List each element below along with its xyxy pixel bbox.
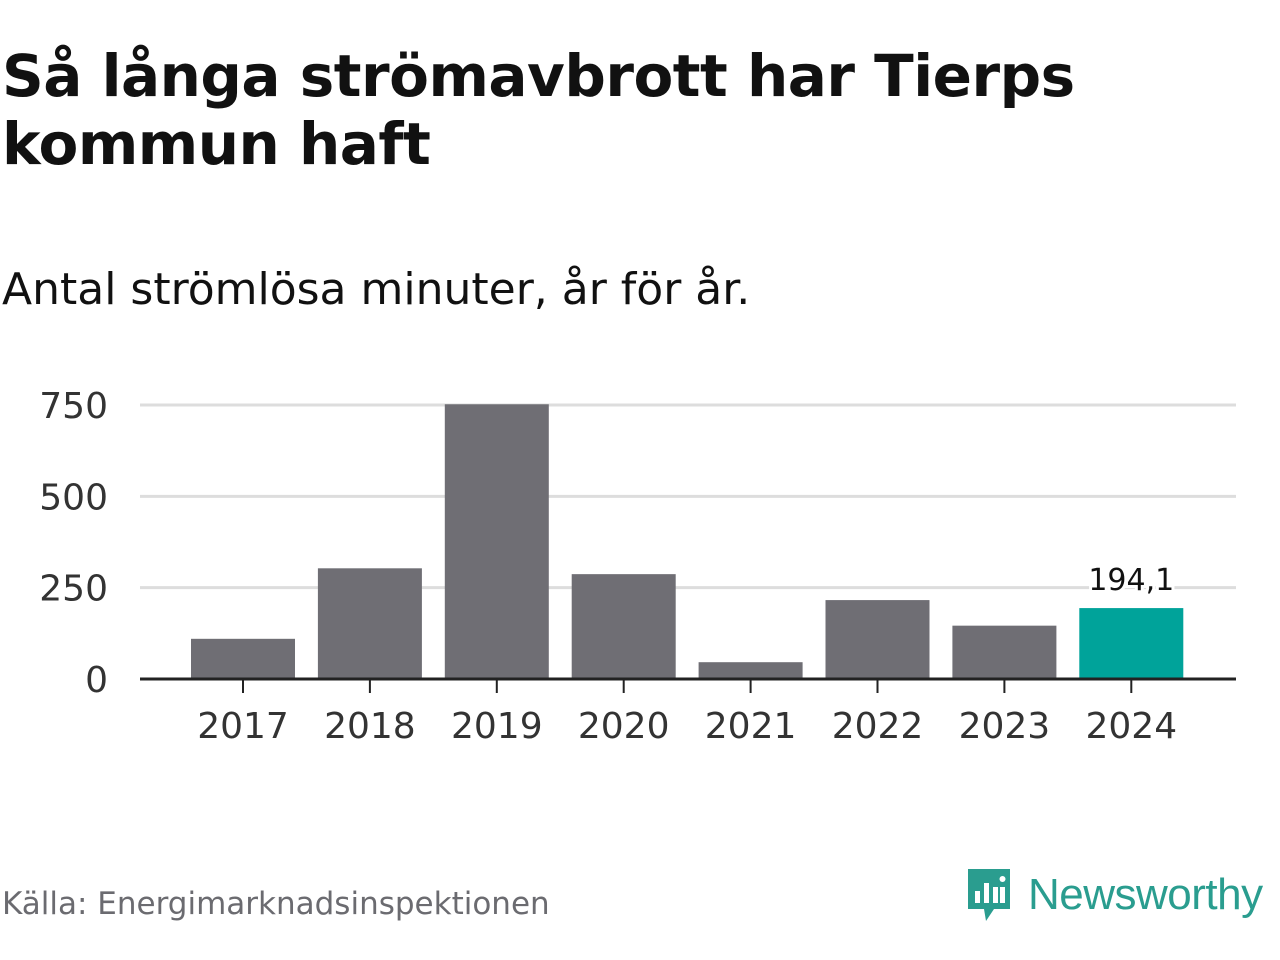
- brand-logo: Newsworthy: [964, 862, 1263, 928]
- data-label: 194,1: [1088, 563, 1174, 598]
- chart-subtitle: Antal strömlösa minuter, år för år.: [2, 264, 751, 315]
- x-tick-label: 2022: [832, 706, 924, 747]
- bar-chart: 0 250 500 750 2017 2018 2019 2020 2021 2022 2023 20…: [39, 386, 1236, 747]
- x-tick-label: 2021: [705, 706, 797, 747]
- x-tick-label: 2023: [959, 706, 1051, 747]
- x-tick-label: 2024: [1085, 706, 1177, 747]
- bar-2020: [571, 574, 676, 679]
- bar-2022: [825, 600, 930, 679]
- x-tick-label: 2017: [197, 706, 289, 747]
- y-tick-label: 500: [39, 477, 108, 518]
- bar-2024: [1079, 608, 1184, 679]
- x-tick-label: 2018: [324, 706, 416, 747]
- chart-title: Så långa strömavbrott har Tierps kommun …: [2, 42, 1075, 178]
- source-note: Källa: Energimarknadsinspektionen: [2, 886, 550, 922]
- x-tick-label: 2020: [578, 706, 670, 747]
- x-axis: [140, 677, 1236, 693]
- bar-2021: [698, 662, 803, 679]
- bar-2018: [317, 568, 422, 679]
- bars: [191, 404, 1184, 679]
- bar-2017: [191, 638, 295, 679]
- tick-labels: 0 250 500 750 2017 2018 2019 2020 2021 2022 2023 20…: [39, 386, 1177, 747]
- y-tick-label: 250: [39, 569, 108, 610]
- brand-name: Newsworthy: [1028, 870, 1263, 919]
- bar-2023: [952, 625, 1057, 679]
- y-tick-label: 750: [39, 386, 108, 427]
- grid-lines: [140, 403, 1236, 590]
- x-tick-label: 2019: [451, 706, 543, 747]
- bar-2019: [444, 404, 549, 679]
- newsworthy-logo-icon: [968, 869, 1010, 921]
- y-tick-label: 0: [85, 660, 108, 701]
